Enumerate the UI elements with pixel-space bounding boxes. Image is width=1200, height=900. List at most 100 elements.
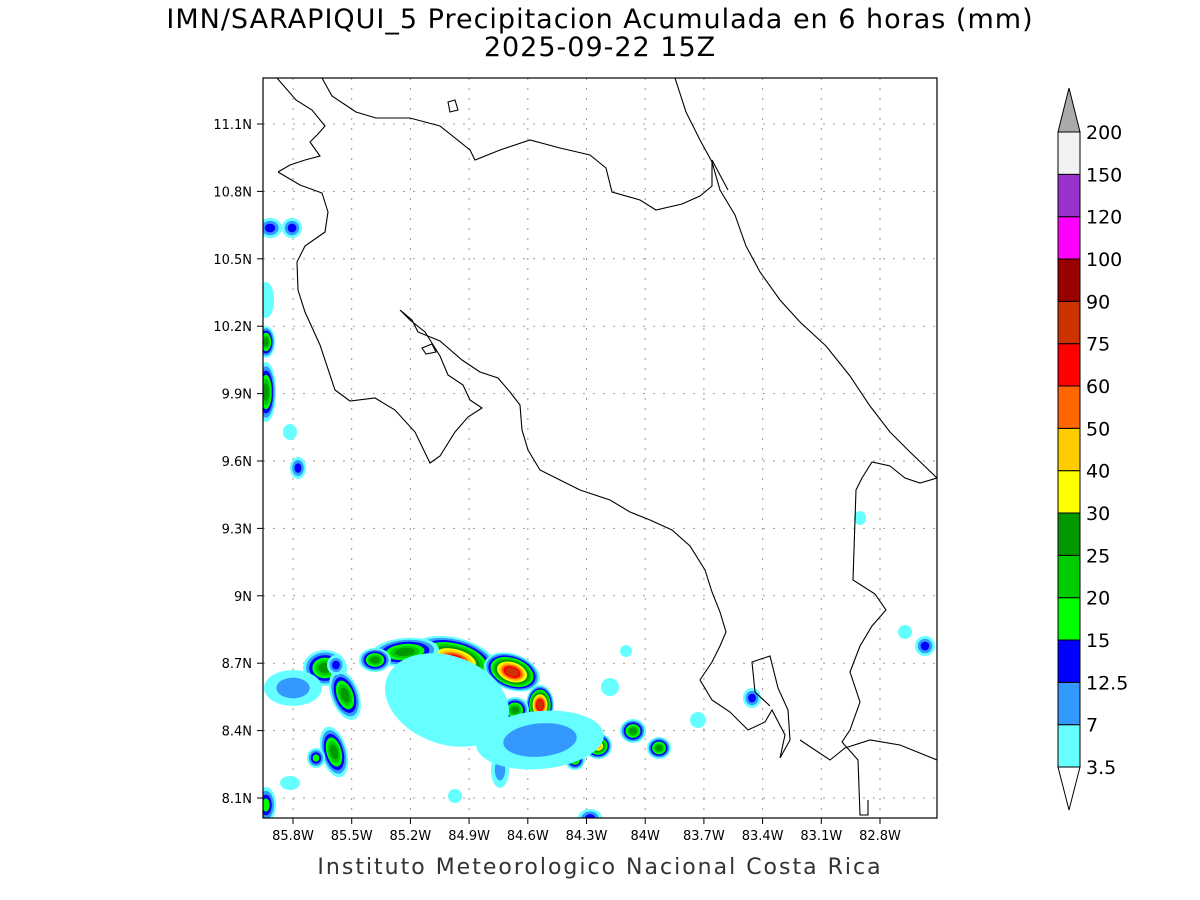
colorbar-label: 30 bbox=[1086, 503, 1110, 525]
map-title: IMN/SARAPIQUI_5 Precipitacion Acumulada … bbox=[166, 4, 1034, 35]
lat-tick-label: 8.7N bbox=[222, 657, 252, 672]
island bbox=[447, 99, 459, 113]
rain-contour bbox=[385, 653, 509, 747]
rain-cell bbox=[690, 712, 706, 728]
lon-tick-label: 84W bbox=[630, 829, 660, 844]
rain-contour bbox=[332, 660, 340, 670]
rain-contour bbox=[263, 337, 269, 347]
rain-contour bbox=[920, 641, 930, 651]
rain-contour bbox=[620, 645, 632, 657]
colorbar-label: 50 bbox=[1086, 418, 1110, 440]
colorbar-swatch bbox=[1057, 597, 1081, 641]
rain-cell bbox=[307, 748, 325, 768]
colorbar-label: 150 bbox=[1086, 164, 1122, 186]
lon-tick-label: 85.5W bbox=[331, 829, 373, 844]
rain-cell bbox=[601, 678, 619, 696]
rain-cell bbox=[898, 625, 912, 639]
rain-cell bbox=[283, 424, 297, 440]
colorbar-swatch bbox=[1057, 724, 1081, 768]
rain-contour bbox=[536, 700, 544, 710]
lon-tick-label: 82.8W bbox=[859, 829, 901, 844]
map-frame bbox=[262, 77, 938, 819]
colorbar-swatch bbox=[1057, 639, 1081, 683]
caribbean-coast bbox=[674, 78, 937, 479]
golfo-dulce-coast bbox=[799, 739, 937, 761]
lon-tick-label: 83.4W bbox=[742, 829, 784, 844]
rain-cell bbox=[264, 670, 322, 706]
lat-tick-label: 9.9N bbox=[222, 388, 252, 403]
lon-tick-label: 83.1W bbox=[800, 829, 842, 844]
colorbar-swatch bbox=[1057, 554, 1081, 599]
lat-tick-label: 8.4N bbox=[222, 725, 252, 740]
rain-contour bbox=[584, 814, 596, 818]
nicaragua-border bbox=[276, 78, 326, 173]
lon-tick-label: 85.8W bbox=[272, 829, 314, 844]
lat-tick-label: 10.5N bbox=[213, 253, 252, 268]
rain-contour bbox=[690, 712, 706, 728]
lon-tick-label: 84.6W bbox=[507, 829, 549, 844]
rain-contour bbox=[655, 744, 663, 752]
lon-tick-label: 84.9W bbox=[448, 829, 490, 844]
lat-tick-label: 9N bbox=[234, 590, 252, 605]
lake-shore bbox=[321, 78, 729, 211]
rain-contour bbox=[263, 383, 269, 401]
colorbar-swatch bbox=[1057, 385, 1081, 429]
colorbar-swatch bbox=[1057, 512, 1081, 556]
colorbar-swatch bbox=[1057, 216, 1081, 260]
rain-contour bbox=[312, 754, 320, 762]
longitude-axis: 85.8W 85.5W 85.2W 84.9W 84.6W 84.3W 84W 83.7W 83… bbox=[272, 818, 901, 844]
rain-contour bbox=[898, 625, 912, 639]
rain-contour bbox=[283, 424, 297, 440]
rain-contour bbox=[263, 798, 270, 812]
colorbar-swatch bbox=[1057, 343, 1081, 387]
rain-cell bbox=[484, 652, 540, 692]
rain-contour bbox=[263, 282, 274, 318]
colorbar-label: 120 bbox=[1086, 207, 1122, 229]
lat-tick-label: 9.6N bbox=[222, 455, 252, 470]
rain-contour bbox=[329, 744, 339, 760]
rain-contour bbox=[629, 727, 637, 735]
rain-cell bbox=[359, 648, 391, 672]
rain-cell bbox=[385, 653, 509, 747]
rain-cell bbox=[329, 670, 361, 720]
colorbar-swatch bbox=[1057, 681, 1081, 726]
rain-contour bbox=[294, 463, 302, 473]
rain-contour bbox=[448, 789, 462, 803]
rain-contour bbox=[503, 723, 577, 757]
rain-contour bbox=[601, 678, 619, 696]
rain-cell bbox=[263, 362, 276, 422]
rain-cell bbox=[263, 787, 276, 818]
map-subtitle: 2025-09-22 15Z bbox=[483, 32, 717, 63]
colorbar-label: 40 bbox=[1086, 461, 1110, 483]
colorbar-swatch bbox=[1057, 173, 1081, 218]
coastlines bbox=[276, 78, 937, 816]
rain-contour bbox=[276, 677, 310, 699]
island bbox=[421, 343, 437, 355]
lon-tick-label: 83.7W bbox=[683, 829, 725, 844]
lon-tick-label: 85.2W bbox=[389, 829, 431, 844]
latitude-axis: 11.1N 10.8N 10.5N 10.2N 9.9N 9.6N 9.3N 9N 8.7N 8.… bbox=[213, 118, 263, 807]
rain-cell bbox=[327, 655, 345, 675]
rain-cell bbox=[578, 809, 602, 818]
colorbar-label: 15 bbox=[1086, 630, 1110, 652]
rain-cell bbox=[263, 218, 282, 238]
colorbar: 3.5 7 12.5 15 20 25 30 40 50 60 75 90 100 120 150 200 bbox=[1057, 87, 1128, 811]
rain-cell bbox=[280, 776, 300, 790]
colorbar-label: 25 bbox=[1086, 545, 1110, 567]
colorbar-label: 75 bbox=[1086, 334, 1110, 356]
rain-contour bbox=[287, 223, 297, 233]
lat-tick-label: 8.1N bbox=[222, 792, 252, 807]
lon-tick-label: 84.3W bbox=[566, 829, 608, 844]
rain-contour bbox=[280, 776, 300, 790]
rain-contour bbox=[264, 223, 276, 233]
colorbar-label: 12.5 bbox=[1086, 672, 1128, 694]
colorbar-label: 90 bbox=[1086, 291, 1110, 313]
rain-contour bbox=[395, 647, 415, 657]
rain-cell bbox=[476, 710, 604, 770]
colorbar-label: 60 bbox=[1086, 376, 1110, 398]
precipitation-field bbox=[263, 218, 935, 818]
rain-contour bbox=[510, 706, 520, 714]
rain-cell bbox=[290, 457, 306, 479]
colorbar-label: 20 bbox=[1086, 588, 1110, 610]
